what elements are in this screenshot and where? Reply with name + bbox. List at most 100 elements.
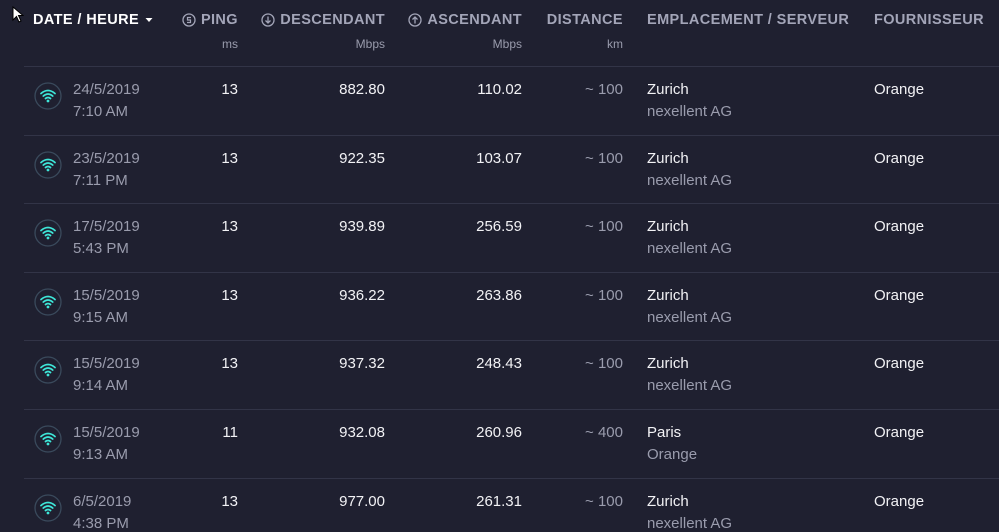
wifi-svg bbox=[34, 150, 62, 179]
wifi-icon bbox=[33, 218, 63, 253]
row-separator bbox=[24, 477, 999, 479]
server: nexellent AG bbox=[647, 514, 733, 532]
time: 9:13 AM bbox=[73, 446, 129, 463]
wifi-svg bbox=[34, 288, 62, 316]
server: nexellent AG bbox=[647, 240, 733, 258]
upload: 256.59 bbox=[476, 218, 522, 236]
header-label: FOURNISSEUR bbox=[874, 12, 984, 28]
column-header[interactable]: DISTANCE bbox=[547, 12, 623, 28]
column-header[interactable]: PING bbox=[182, 12, 238, 28]
provider: Orange bbox=[874, 424, 925, 441]
provider: Orange bbox=[874, 149, 925, 167]
upload: 263.86 bbox=[476, 286, 522, 304]
wifi-svg bbox=[34, 425, 62, 453]
location: Zurich bbox=[647, 492, 689, 510]
column-header[interactable]: DATE / HEURE bbox=[33, 12, 154, 28]
row-separator bbox=[24, 66, 999, 67]
date: 15/5/2019 bbox=[73, 286, 140, 304]
column-header[interactable]: FOURNISSEUR bbox=[874, 12, 984, 28]
date: 23/5/2019 bbox=[73, 149, 140, 167]
column-unit: Mbps bbox=[355, 37, 385, 51]
upload: 261.31 bbox=[476, 492, 522, 510]
ping: 13 bbox=[221, 218, 238, 236]
wifi-svg bbox=[34, 356, 62, 385]
time: 4:38 PM bbox=[73, 514, 129, 532]
location: Zurich bbox=[647, 218, 689, 236]
wifi-icon bbox=[33, 287, 63, 322]
header-icon bbox=[261, 13, 275, 27]
server: nexellent AG bbox=[647, 377, 733, 395]
column-header[interactable]: DESCENDANT bbox=[261, 12, 385, 28]
wifi-icon bbox=[33, 150, 63, 185]
server: Orange bbox=[647, 446, 698, 463]
wifi-svg bbox=[34, 219, 62, 247]
row-separator bbox=[24, 271, 999, 273]
time: 7:11 PM bbox=[73, 171, 128, 189]
upload: 260.96 bbox=[476, 424, 522, 441]
row-separator bbox=[24, 409, 999, 410]
server: nexellent AG bbox=[647, 171, 733, 189]
row-separator bbox=[24, 134, 999, 136]
location: Paris bbox=[647, 424, 682, 441]
header-label: DESCENDANT bbox=[280, 12, 385, 28]
provider: Orange bbox=[874, 218, 925, 236]
download: 937.32 bbox=[339, 355, 385, 373]
ping: 13 bbox=[221, 81, 238, 98]
wifi-icon bbox=[33, 424, 63, 459]
mouse-cursor bbox=[12, 6, 24, 23]
date: 6/5/2019 bbox=[73, 492, 132, 510]
distance: ~ 100 bbox=[585, 355, 623, 373]
row-separator bbox=[24, 203, 999, 205]
ping: 13 bbox=[221, 149, 238, 167]
date: 17/5/2019 bbox=[73, 218, 140, 236]
location: Zurich bbox=[647, 286, 689, 304]
column-unit: km bbox=[607, 37, 623, 51]
distance: ~ 400 bbox=[585, 424, 623, 441]
column-header[interactable]: EMPLACEMENT / SERVEUR bbox=[647, 12, 849, 28]
time: 9:14 AM bbox=[73, 377, 129, 395]
location: Zurich bbox=[647, 355, 689, 373]
time: 9:15 AM bbox=[73, 308, 129, 326]
row-separator bbox=[24, 340, 999, 342]
distance: ~ 100 bbox=[585, 81, 623, 98]
ping: 13 bbox=[221, 492, 238, 510]
wifi-icon bbox=[33, 81, 63, 116]
time: 7:10 AM bbox=[73, 103, 129, 120]
download: 936.22 bbox=[339, 286, 385, 304]
date: 24/5/2019 bbox=[73, 81, 140, 98]
header-icon bbox=[182, 13, 196, 27]
header-label: PING bbox=[200, 12, 238, 28]
header-label: ASCENDANT bbox=[427, 12, 522, 28]
download: 977.00 bbox=[339, 492, 385, 510]
header-label: EMPLACEMENT / SERVEUR bbox=[647, 12, 850, 28]
header-label: DISTANCE bbox=[546, 12, 623, 28]
provider: Orange bbox=[874, 355, 925, 373]
location: Zurich bbox=[647, 81, 689, 98]
download: 932.08 bbox=[339, 424, 385, 441]
download: 939.89 bbox=[339, 218, 385, 236]
ping: 11 bbox=[222, 424, 238, 441]
time: 5:43 PM bbox=[73, 240, 129, 258]
upload: 103.07 bbox=[476, 149, 522, 167]
ping: 13 bbox=[221, 355, 238, 373]
server: nexellent AG bbox=[647, 103, 733, 120]
date: 15/5/2019 bbox=[73, 424, 140, 441]
upload: 110.02 bbox=[477, 81, 522, 98]
wifi-icon bbox=[33, 493, 63, 528]
distance: ~ 100 bbox=[585, 492, 623, 510]
distance: ~ 100 bbox=[585, 286, 623, 304]
wifi-svg bbox=[34, 493, 62, 522]
wifi-icon bbox=[33, 355, 63, 390]
wifi-svg bbox=[34, 82, 62, 110]
provider: Orange bbox=[874, 286, 925, 304]
header-icon bbox=[408, 13, 423, 27]
column-unit: Mbps bbox=[492, 37, 522, 51]
server: nexellent AG bbox=[647, 308, 733, 326]
upload: 248.43 bbox=[476, 355, 522, 373]
ping: 13 bbox=[221, 286, 238, 304]
download: 922.35 bbox=[339, 149, 385, 167]
header-label: DATE / HEURE bbox=[33, 12, 140, 28]
provider: Orange bbox=[874, 492, 925, 510]
column-header[interactable]: ASCENDANT bbox=[408, 12, 522, 28]
